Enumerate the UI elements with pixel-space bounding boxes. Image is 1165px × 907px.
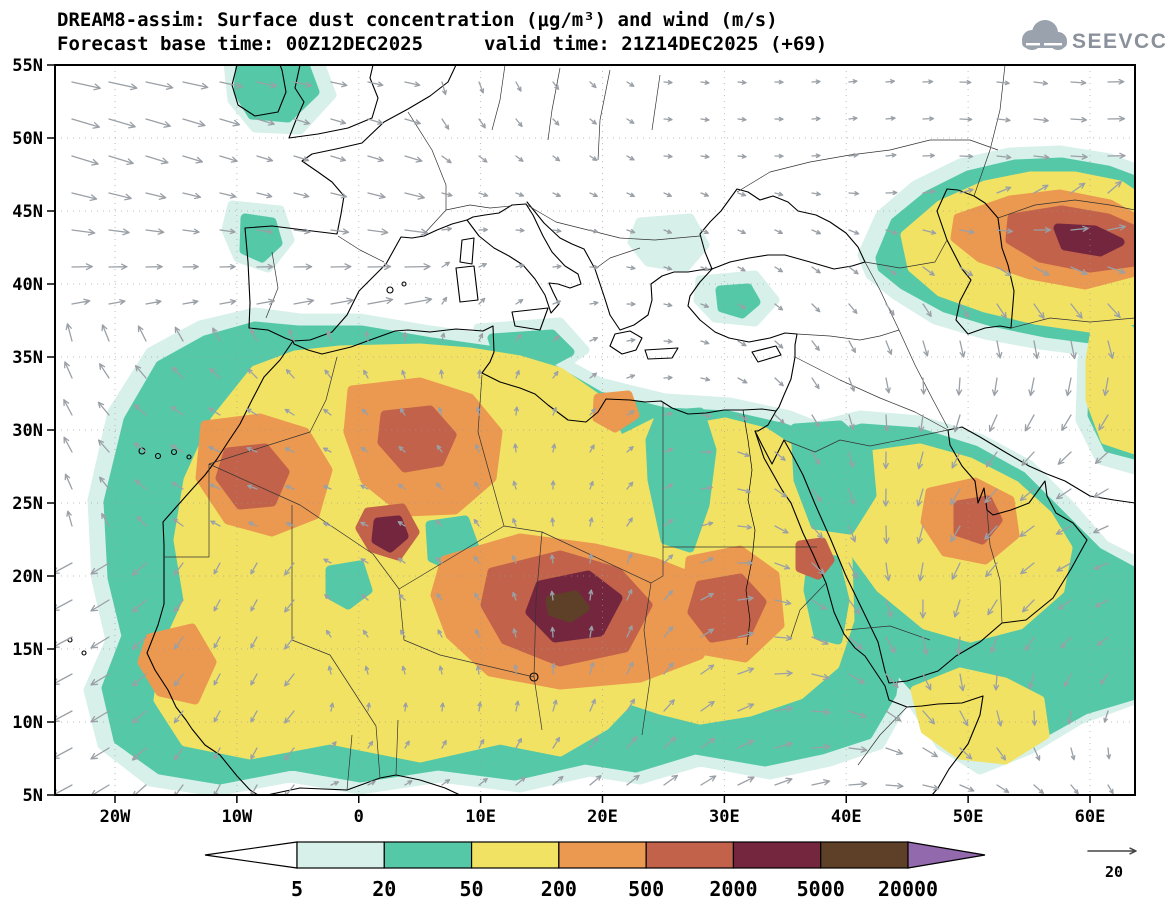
lon-label: 20E <box>587 807 618 827</box>
lon-label: 20W <box>100 807 131 827</box>
colorbar-segment <box>470 841 560 869</box>
colorbar-segment <box>383 841 473 869</box>
coastline-black-sea <box>699 188 866 270</box>
dust-level-5000-20000 <box>545 590 590 623</box>
colorbar-level-label: 5 <box>291 877 303 901</box>
cloud-icon <box>1022 20 1067 50</box>
colorbar-level-label: 5000 <box>797 877 845 901</box>
lat-label: 5N <box>23 786 43 806</box>
island-sicily <box>511 307 549 331</box>
lat-label: 15N <box>12 640 43 660</box>
lat-label: 20N <box>12 567 43 587</box>
river-nile <box>742 409 756 646</box>
island-corsica <box>459 237 475 265</box>
lat-label: 45N <box>12 202 43 222</box>
colorbar-level-label: 20000 <box>878 877 938 901</box>
lon-label: 0 <box>354 807 364 827</box>
colorbar-segment <box>645 841 735 869</box>
axis-labels: 5N 10N 15N 20N 25N 30N 35N 40N 45N 50N 55N 20W 10W 0 1… <box>12 56 1105 827</box>
valid-time: valid time: 21Z14DEC2025 (+69) <box>484 33 827 55</box>
lon-label: 60E <box>1075 807 1106 827</box>
island-canary-2 <box>154 452 162 460</box>
colorbar-segment <box>732 841 822 869</box>
lat-label: 25N <box>12 494 43 514</box>
coastline-red-sea-africa-somalia <box>754 430 984 795</box>
coastline-balkans-greece <box>526 201 713 331</box>
colorbar-segment <box>820 841 909 869</box>
island-balearic-2 <box>401 281 407 287</box>
colorbar-level-label: 20 <box>372 877 396 901</box>
logo-text: SEEVCCC <box>1072 30 1165 53</box>
wind-reference-arrow <box>1087 847 1137 855</box>
header: DREAM8-assim: Surface dust concentration… <box>57 9 827 55</box>
colorbar-below-arrow <box>204 841 298 869</box>
lon-label: 30E <box>709 807 740 827</box>
island-sardinia <box>455 265 479 303</box>
seevccc-logo: SEEVCCC <box>1022 20 1165 53</box>
forecast-base-time: Forecast base time: 00Z12DEC2025 <box>57 33 423 55</box>
colorbar-above-arrow <box>907 841 986 869</box>
colorbar-level-label: 50 <box>460 877 484 901</box>
island-cape-verde-2 <box>81 650 87 656</box>
lon-label: 10W <box>222 807 253 827</box>
coastline-turkey-levant-africa <box>146 268 798 795</box>
lat-label: 40N <box>12 275 43 295</box>
lon-label: 50E <box>953 807 984 827</box>
wind-arrows <box>55 78 1127 795</box>
island-balearic-1 <box>386 286 394 294</box>
colorbar-level-label: 500 <box>628 877 664 901</box>
coastlines <box>67 65 1135 795</box>
colorbar-level-label: 2000 <box>709 877 757 901</box>
map-area <box>55 65 1135 795</box>
wind-reference-value: 20 <box>1105 863 1123 881</box>
lat-label: 10N <box>12 713 43 733</box>
colorbar-segment <box>296 841 385 869</box>
lat-label: 50N <box>12 129 43 149</box>
colorbar-segment <box>558 841 647 869</box>
island-cyprus <box>751 345 782 363</box>
colorbar: 5 20 50 200 500 2000 5000 20000 <box>204 841 986 901</box>
coastline-peloponnese <box>609 330 643 355</box>
coastline-ireland <box>231 65 287 117</box>
lon-label: 10E <box>465 807 496 827</box>
dust-concentration-fill <box>83 65 1135 795</box>
lon-label: 40E <box>831 807 862 827</box>
coastline-arab-peninsula-gulf <box>783 426 1135 684</box>
lat-label: 35N <box>12 348 43 368</box>
colorbar-level-label: 200 <box>541 877 577 901</box>
coastline-italy <box>466 203 582 314</box>
coastline-gulf-of-guinea <box>266 774 461 795</box>
lat-label: 55N <box>12 56 43 76</box>
coastline-england <box>288 65 379 139</box>
island-canary-4 <box>186 454 192 460</box>
wind-vector-field <box>55 78 1127 795</box>
island-crete <box>644 347 679 360</box>
latlon-gridlines <box>55 65 1135 795</box>
wind-reference: 20 <box>1087 847 1137 881</box>
figure-title: DREAM8-assim: Surface dust concentration… <box>57 9 778 31</box>
lat-label: 30N <box>12 421 43 441</box>
